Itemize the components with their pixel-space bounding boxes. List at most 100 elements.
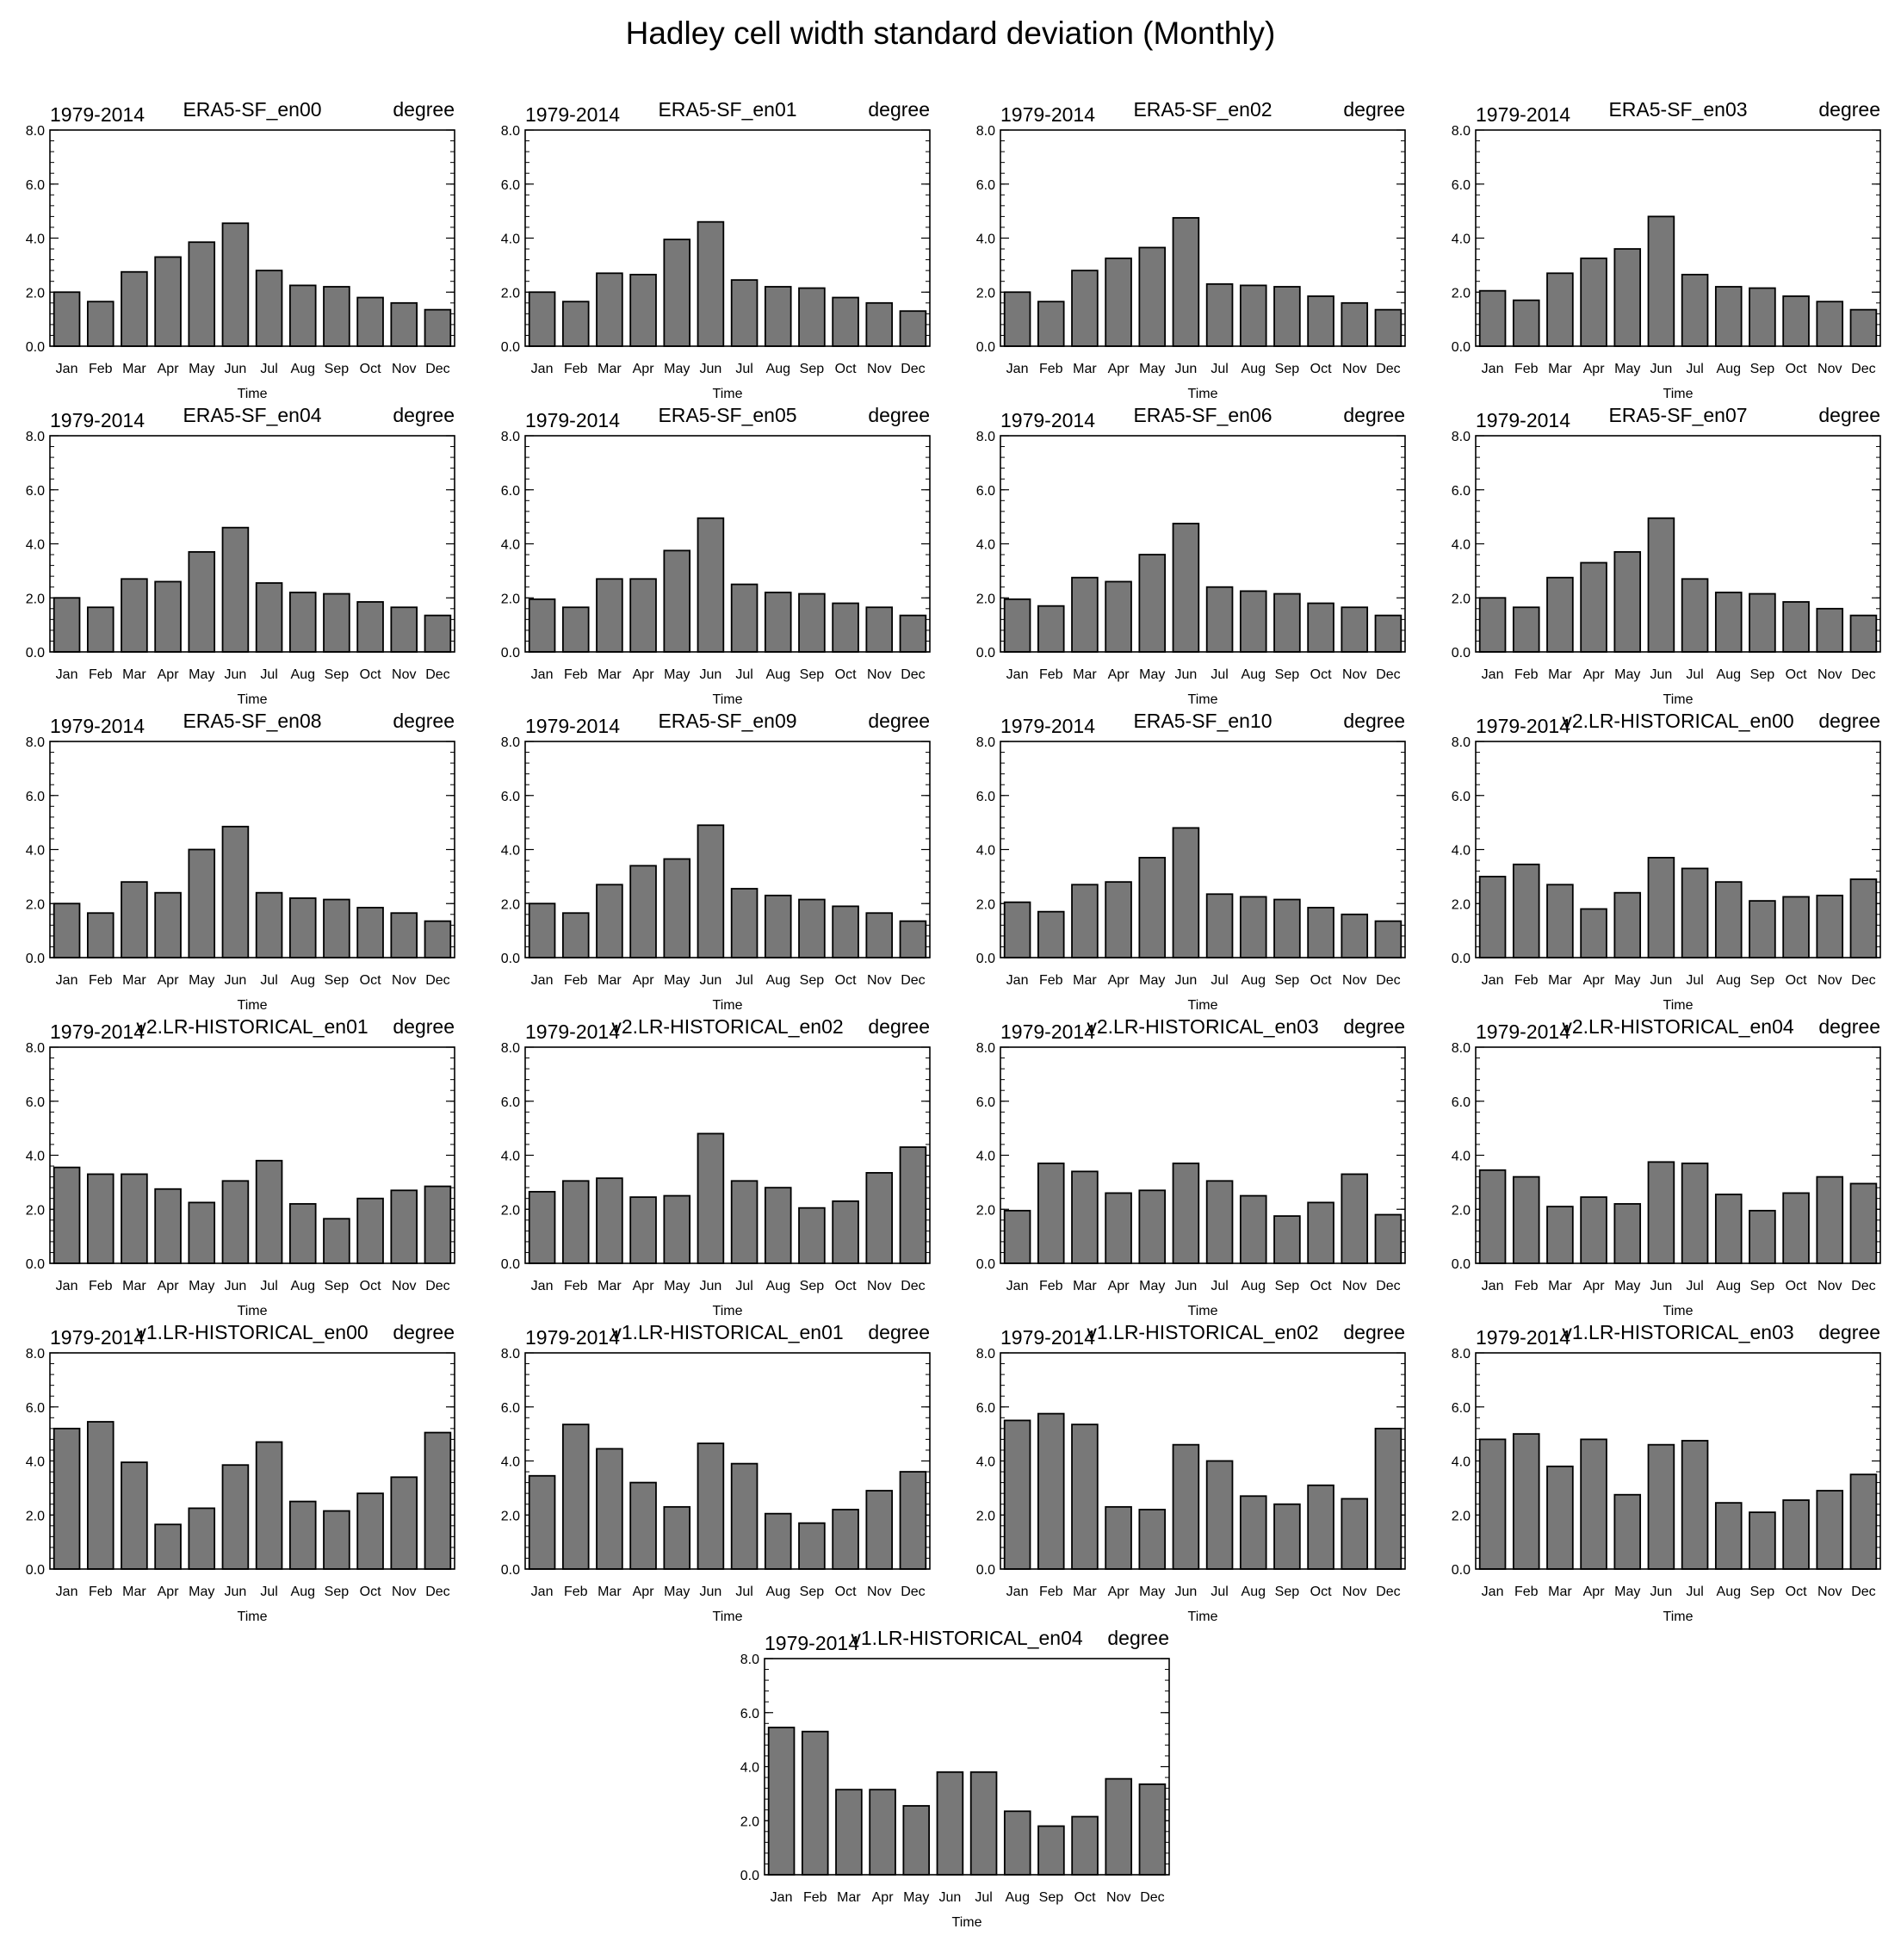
bar <box>1341 913 1369 958</box>
x-tick-label: Feb <box>564 1585 588 1599</box>
bar <box>121 1173 148 1264</box>
bar <box>561 912 590 958</box>
bar <box>561 301 590 347</box>
bar <box>86 912 115 958</box>
x-tick-label: Jan <box>531 1279 554 1293</box>
panel-right-title: degree <box>1818 1015 1880 1038</box>
bar <box>1307 1484 1334 1570</box>
bar <box>1003 901 1031 958</box>
bar <box>764 286 792 347</box>
bar <box>1478 1438 1507 1570</box>
bar <box>1071 1170 1099 1264</box>
bar <box>764 592 792 653</box>
bar <box>561 1180 590 1264</box>
x-tick-label: Jul <box>1211 1279 1228 1293</box>
x-tick-label: Apr <box>633 362 655 376</box>
bar <box>154 1523 182 1570</box>
y-tick-label: 0.0 <box>976 340 995 355</box>
x-tick-label: Jul <box>1211 973 1228 988</box>
x-tick-label: Aug <box>1717 667 1741 682</box>
x-tick-label: Mar <box>598 973 622 988</box>
bar <box>390 1476 418 1570</box>
x-tick-label: Jun <box>225 1279 247 1293</box>
x-tick-label: Aug <box>1242 362 1266 376</box>
x-tick-label: Aug <box>1242 1279 1266 1293</box>
x-tick-label: Sep <box>325 1585 350 1599</box>
x-tick-label: May <box>664 1279 690 1293</box>
y-tick-label: 8.0 <box>501 1347 520 1361</box>
y-tick-label: 4.0 <box>1452 538 1471 553</box>
bar <box>424 1185 452 1264</box>
panel-right-title: degree <box>393 404 455 426</box>
x-tick-label: May <box>1139 362 1165 376</box>
x-tick-label: Mar <box>1548 667 1572 682</box>
y-tick-label: 2.0 <box>26 1203 45 1218</box>
bar <box>1003 1419 1031 1570</box>
y-tick-label: 6.0 <box>976 1401 995 1416</box>
x-tick-label: Oct <box>1310 1279 1332 1293</box>
y-tick-label: 0.0 <box>501 646 520 661</box>
bar <box>865 1171 894 1264</box>
bar <box>1105 1777 1133 1876</box>
x-tick-label: Jun <box>1650 1585 1673 1599</box>
x-tick-label: Nov <box>1342 362 1366 376</box>
bar <box>1613 248 1642 347</box>
bar <box>1037 1825 1065 1876</box>
bar <box>1374 1427 1403 1570</box>
y-tick-label: 8.0 <box>740 1653 759 1667</box>
y-tick-label: 0.0 <box>26 952 45 966</box>
bar <box>1749 287 1776 347</box>
y-tick-label: 6.0 <box>501 1401 520 1416</box>
bar <box>1105 881 1132 958</box>
x-tick-label: Feb <box>1514 1279 1539 1293</box>
bar <box>53 597 81 653</box>
bar <box>730 279 759 347</box>
bar <box>865 1490 894 1570</box>
bar <box>1205 586 1234 653</box>
bar <box>1714 1502 1743 1570</box>
bar <box>697 824 725 958</box>
x-tick-label: Apr <box>633 1279 655 1293</box>
x-tick-label: Feb <box>564 362 588 376</box>
bar <box>832 296 859 347</box>
x-tick-label: Nov <box>392 667 416 682</box>
panel-left-title: 1979-2014 <box>50 715 145 737</box>
x-tick-label: Feb <box>1514 1585 1539 1599</box>
bar <box>1037 1412 1065 1570</box>
x-axis-label: Time <box>238 1304 268 1318</box>
bar <box>1749 900 1776 958</box>
panel-title: ERA5-SF_en01 <box>658 98 796 121</box>
x-tick-label: May <box>1614 362 1640 376</box>
x-tick-label: Feb <box>1514 973 1539 988</box>
x-axis-label: Time <box>1663 387 1694 401</box>
x-tick-label: Jan <box>1482 1585 1504 1599</box>
panel-left-title: 1979-2014 <box>1000 715 1095 737</box>
bar <box>764 894 792 958</box>
panel-title: ERA5-SF_en00 <box>183 98 321 121</box>
x-tick-label: Oct <box>1074 1890 1096 1905</box>
x-tick-label: Oct <box>1786 1585 1807 1599</box>
x-tick-label: Nov <box>867 973 891 988</box>
y-tick-label: 4.0 <box>1452 1150 1471 1164</box>
bar <box>1580 1196 1607 1264</box>
x-tick-label: Jun <box>225 1585 247 1599</box>
y-tick-label: 0.0 <box>26 1257 45 1272</box>
panel-title: v1.LR-HISTORICAL_en00 <box>136 1321 368 1343</box>
y-tick-label: 2.0 <box>976 1203 995 1218</box>
panel-right-title: degree <box>393 710 455 732</box>
bar <box>1071 1815 1099 1876</box>
panel-right-title: degree <box>1818 710 1880 732</box>
x-tick-label: Nov <box>1817 362 1842 376</box>
x-tick-label: Jan <box>56 667 78 682</box>
bar <box>1105 257 1132 347</box>
panel-right-title: degree <box>1818 1321 1880 1343</box>
x-axis-label: Time <box>713 1610 743 1624</box>
bar <box>561 1423 590 1570</box>
y-tick-label: 2.0 <box>1452 286 1471 301</box>
x-axis-label: Time <box>1188 1610 1218 1624</box>
bar <box>1071 1423 1099 1570</box>
bar <box>1138 246 1167 347</box>
y-tick-label: 2.0 <box>1452 592 1471 606</box>
